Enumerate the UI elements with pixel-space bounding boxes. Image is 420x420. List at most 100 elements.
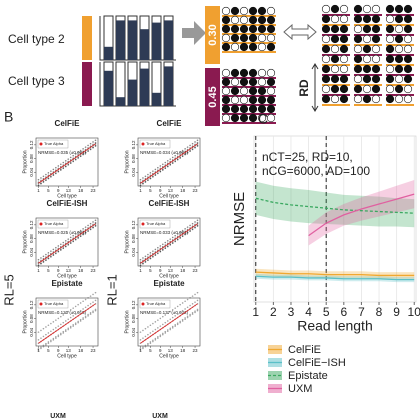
sample-point — [162, 332, 164, 335]
read-bar — [354, 94, 382, 96]
x-tick-label: 10 — [408, 305, 420, 319]
sample-point — [171, 156, 174, 159]
sample-point — [94, 308, 97, 311]
panel-title: Epistate — [51, 279, 83, 288]
sample-point — [162, 323, 164, 326]
legend-label: CelFiE−ISH — [288, 357, 346, 369]
sample-point — [144, 327, 147, 330]
sample-point — [171, 161, 174, 164]
cpg — [353, 24, 363, 34]
sample-point — [69, 327, 72, 329]
sample-point — [184, 153, 186, 155]
sample-point — [176, 158, 179, 161]
cpg — [371, 44, 381, 54]
cpg — [221, 68, 231, 78]
legend-label: CelFiE — [288, 344, 321, 356]
sample-point — [57, 250, 60, 253]
sample-point — [154, 168, 157, 171]
sample-point — [179, 320, 181, 323]
sample-point — [77, 156, 79, 159]
sample-point — [196, 221, 199, 224]
cpg — [394, 24, 404, 34]
sample-point — [174, 307, 176, 309]
sample-point — [94, 309, 97, 312]
sample-point — [79, 320, 82, 322]
sample-point — [87, 304, 89, 307]
sample-point — [139, 348, 142, 350]
sample-point — [92, 293, 94, 296]
sample-point — [191, 228, 194, 230]
sample-point — [142, 347, 144, 350]
sample-point — [176, 322, 179, 324]
sample-point — [157, 246, 159, 249]
x-axis-label: Cell type — [57, 353, 77, 359]
sample-point — [189, 304, 191, 307]
cpg — [230, 86, 240, 96]
sample-point — [89, 303, 92, 305]
sample-point — [82, 148, 84, 150]
sample-point — [55, 319, 57, 321]
sample-point — [186, 226, 189, 228]
read-bar — [386, 94, 414, 96]
sample-point — [179, 156, 181, 159]
sample-point — [69, 316, 72, 319]
cpg — [248, 6, 258, 16]
sample-point — [181, 229, 184, 232]
cpg — [230, 77, 240, 87]
sample-point — [55, 166, 57, 169]
cpg — [221, 77, 231, 87]
cpg — [394, 14, 404, 24]
sample-point — [55, 337, 57, 339]
x-tick-label: 7 — [358, 305, 365, 319]
sample-point — [84, 306, 87, 309]
sample-point — [40, 337, 42, 339]
sample-point — [74, 153, 77, 155]
sample-point — [82, 153, 84, 155]
sample-point — [194, 141, 196, 143]
sample-point — [181, 235, 184, 237]
cpg — [339, 64, 349, 74]
sample-point — [94, 299, 97, 302]
read-bar — [322, 64, 350, 66]
sample-point — [52, 173, 55, 176]
cpg — [403, 74, 413, 84]
sample-point — [144, 175, 147, 178]
small-panels: CelFiE True Alpha NRMSE=0.035 (±0.004) 1 5 9 1… — [22, 119, 201, 359]
confidence-band — [255, 268, 415, 279]
sample-point — [62, 241, 65, 244]
sample-point — [42, 180, 45, 183]
sample-point — [60, 163, 62, 166]
double-arrow — [283, 23, 317, 41]
sample-point — [37, 184, 40, 186]
sample-point — [166, 329, 169, 331]
sample-point — [166, 330, 169, 333]
read-bar — [354, 64, 382, 66]
x-tick-label: 1 — [37, 188, 40, 193]
cpg — [385, 64, 395, 74]
sample-point — [196, 308, 199, 311]
x-tick-label: 13 — [168, 188, 174, 193]
cpg — [385, 34, 395, 44]
sample-point — [194, 226, 196, 229]
sample-point — [84, 231, 87, 234]
cpg — [394, 84, 404, 94]
sample-point — [149, 252, 152, 254]
sample-point — [174, 154, 176, 157]
sample-point — [149, 257, 152, 259]
sample-point — [196, 309, 199, 312]
cpg — [266, 77, 276, 87]
true-alpha-line — [140, 143, 198, 184]
read-bar — [322, 24, 350, 26]
x-tick-label: 1 — [139, 348, 142, 353]
x-tick-label: 18 — [78, 348, 84, 353]
sample-point — [74, 158, 77, 161]
cpg — [353, 44, 363, 54]
cpg — [257, 24, 267, 34]
sample-point — [67, 310, 70, 313]
cpg — [339, 14, 349, 24]
cpg — [339, 4, 349, 14]
legend-dot — [141, 302, 145, 306]
sample-point — [42, 260, 45, 263]
sample-point — [69, 241, 72, 244]
sample-point — [149, 341, 152, 343]
